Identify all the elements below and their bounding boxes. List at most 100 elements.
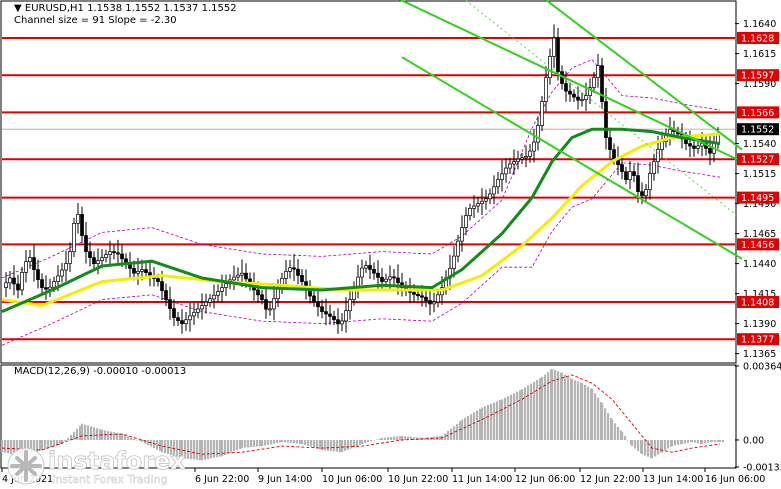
macd-bar <box>236 439 239 451</box>
macd-bar <box>530 383 533 440</box>
macd-bar <box>267 439 270 445</box>
macd-bar <box>381 437 384 440</box>
channel-line[interactable] <box>522 0 743 151</box>
macd-bar <box>261 439 264 447</box>
level-tag-label: 1.1495 <box>741 193 774 204</box>
macd-bar <box>176 439 179 457</box>
candle-body <box>176 317 180 321</box>
macd-bar <box>290 439 293 443</box>
macd-bar <box>7 439 10 454</box>
macd-bar <box>604 408 607 440</box>
macd-bar <box>401 435 404 440</box>
macd-bar <box>196 439 199 460</box>
macd-bar <box>53 439 56 447</box>
macd-bar <box>399 436 402 440</box>
candle-body <box>376 272 380 278</box>
candle-body <box>60 269 64 277</box>
macd-pane-frame <box>0 364 737 469</box>
current-price-tag-label: 1.1552 <box>741 125 774 136</box>
candle-body <box>20 272 24 291</box>
channel-line[interactable] <box>401 56 743 260</box>
candle-body <box>40 279 44 288</box>
macd-bar <box>496 401 499 440</box>
macd-bar <box>273 439 276 444</box>
candle-body <box>388 276 392 280</box>
macd-bar <box>487 405 490 440</box>
candle-body <box>644 189 648 196</box>
candle-body <box>196 308 200 313</box>
macd-bar <box>41 439 44 451</box>
candle-body <box>472 205 476 209</box>
macd-bar <box>516 391 519 440</box>
candle-body <box>436 294 440 303</box>
macd-bar <box>276 439 279 444</box>
level-tag-label: 1.1597 <box>741 71 774 82</box>
candle-body <box>696 145 700 149</box>
macd-bar <box>597 397 600 440</box>
macd-bar <box>501 399 504 440</box>
candle-body <box>56 275 60 282</box>
candle-body <box>104 254 108 258</box>
candle-body <box>468 208 472 216</box>
macd-bar <box>424 437 427 440</box>
macd-bar <box>50 439 53 448</box>
macd-bar <box>130 437 133 440</box>
candle-body <box>16 283 20 291</box>
macd-bar <box>519 390 522 440</box>
macd-bar <box>564 374 567 440</box>
candle-body <box>160 281 164 291</box>
trend-channel <box>362 0 743 260</box>
level-tag-label: 1.1377 <box>741 335 774 346</box>
macd-bar <box>571 379 574 440</box>
macd-bar <box>493 402 496 440</box>
macd-bar <box>321 439 324 451</box>
candle-body <box>396 277 400 284</box>
macd-bar <box>36 439 39 452</box>
candle-body <box>184 319 188 324</box>
candle-body <box>156 278 160 282</box>
macd-bar <box>581 383 584 440</box>
macd-bar <box>313 439 316 448</box>
candle-body <box>516 158 520 162</box>
time-tick-label: 11 Jun 14:00 <box>452 474 512 485</box>
price-tick-label: 1.1415 <box>743 289 776 300</box>
macd-bar <box>396 436 399 440</box>
macd-bar <box>239 439 242 449</box>
level-tag-label: 1.1566 <box>741 108 774 119</box>
macd-bar <box>484 406 487 440</box>
macd-bar <box>459 421 462 440</box>
candle-body <box>564 83 568 92</box>
candle-body <box>548 56 552 78</box>
macd-bar <box>179 439 182 458</box>
macd-bar <box>141 439 144 443</box>
macd-bar <box>513 393 516 440</box>
candle-body <box>36 269 40 280</box>
candle-body <box>460 227 464 242</box>
macd-signal-line <box>1 374 721 455</box>
macd-bar <box>376 439 379 440</box>
macd-bar <box>594 393 597 440</box>
macd-bar <box>299 439 302 444</box>
macd-bar <box>284 439 287 443</box>
macd-bar <box>561 372 564 440</box>
candle-body <box>528 150 532 157</box>
macd-bar <box>544 374 547 440</box>
time-tick-label: 9 Jun 14:00 <box>258 474 312 485</box>
macd-bar <box>527 385 530 440</box>
candle-body <box>368 265 372 270</box>
macd-bar <box>393 436 396 440</box>
level-tag-label: 1.1628 <box>741 34 774 45</box>
macd-bar <box>339 439 342 452</box>
macd-bar <box>504 397 507 440</box>
macd-bar <box>121 433 124 440</box>
macd-label: MACD(12,26,9) -0.00010 -0.00013 <box>14 366 187 377</box>
candle-body <box>608 137 612 150</box>
channel-line[interactable] <box>362 0 743 163</box>
candle-body <box>72 223 76 252</box>
candle-body <box>32 257 36 270</box>
macd-bar <box>199 439 202 461</box>
macd-bar <box>631 439 634 447</box>
header-arrow-icon[interactable]: ▼ <box>14 3 25 14</box>
candle-body <box>340 320 344 325</box>
